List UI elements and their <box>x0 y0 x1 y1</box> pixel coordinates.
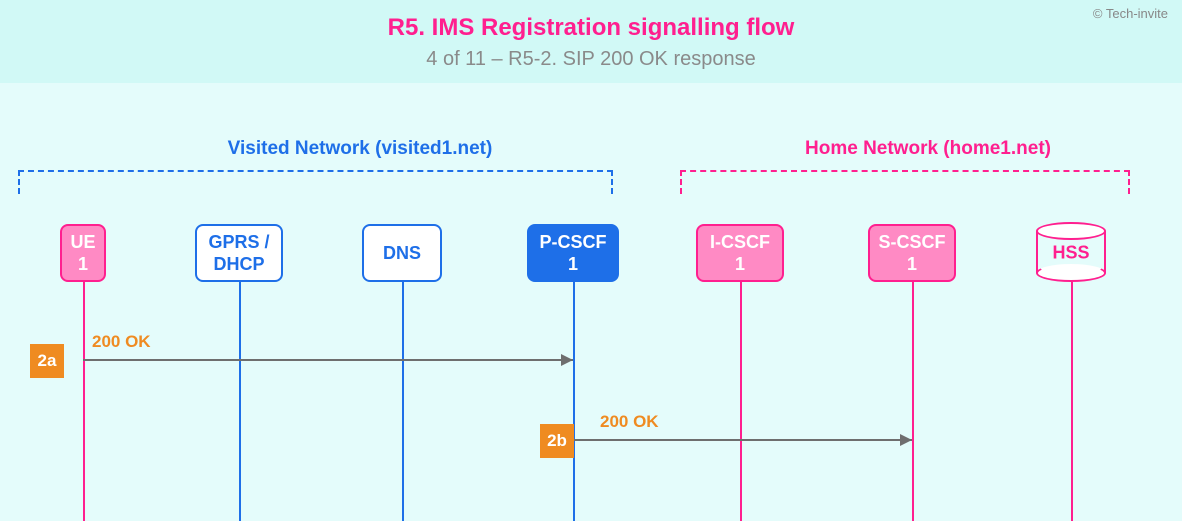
marker-2a: 2a <box>30 344 64 378</box>
node-pcscf: P-CSCF1 <box>527 224 619 282</box>
arrow-2b <box>566 430 919 450</box>
node-icscf: I-CSCF1 <box>696 224 784 282</box>
msg-label-2a: 200 OK <box>92 332 151 352</box>
home-network-label: Home Network (home1.net) <box>778 138 1078 160</box>
arrow-2a <box>76 350 580 370</box>
node-gprs: GPRS /DHCP <box>195 224 283 282</box>
diagram-canvas: R5. IMS Registration signalling flow 4 o… <box>0 0 1182 521</box>
icscf-lifeline <box>740 282 742 521</box>
hss-lifeline <box>1071 282 1073 521</box>
gprs-lifeline <box>239 282 241 521</box>
marker-2b: 2b <box>540 424 574 458</box>
scscf-lifeline <box>912 282 914 521</box>
home-network-bracket <box>680 170 1130 194</box>
msg-label-2b: 200 OK <box>600 412 659 432</box>
node-hss: HSS <box>1036 222 1106 282</box>
visited-network-bracket <box>18 170 613 194</box>
node-scscf: S-CSCF1 <box>868 224 956 282</box>
sequence-diagram: Visited Network (visited1.net) Home Netwo… <box>0 0 1182 521</box>
dns-lifeline <box>402 282 404 521</box>
visited-network-label: Visited Network (visited1.net) <box>200 138 520 160</box>
hss-label: HSS <box>1036 243 1106 264</box>
ue1-lifeline <box>83 282 85 521</box>
pcscf-lifeline <box>573 282 575 521</box>
node-ue1: UE1 <box>60 224 106 282</box>
node-dns: DNS <box>362 224 442 282</box>
